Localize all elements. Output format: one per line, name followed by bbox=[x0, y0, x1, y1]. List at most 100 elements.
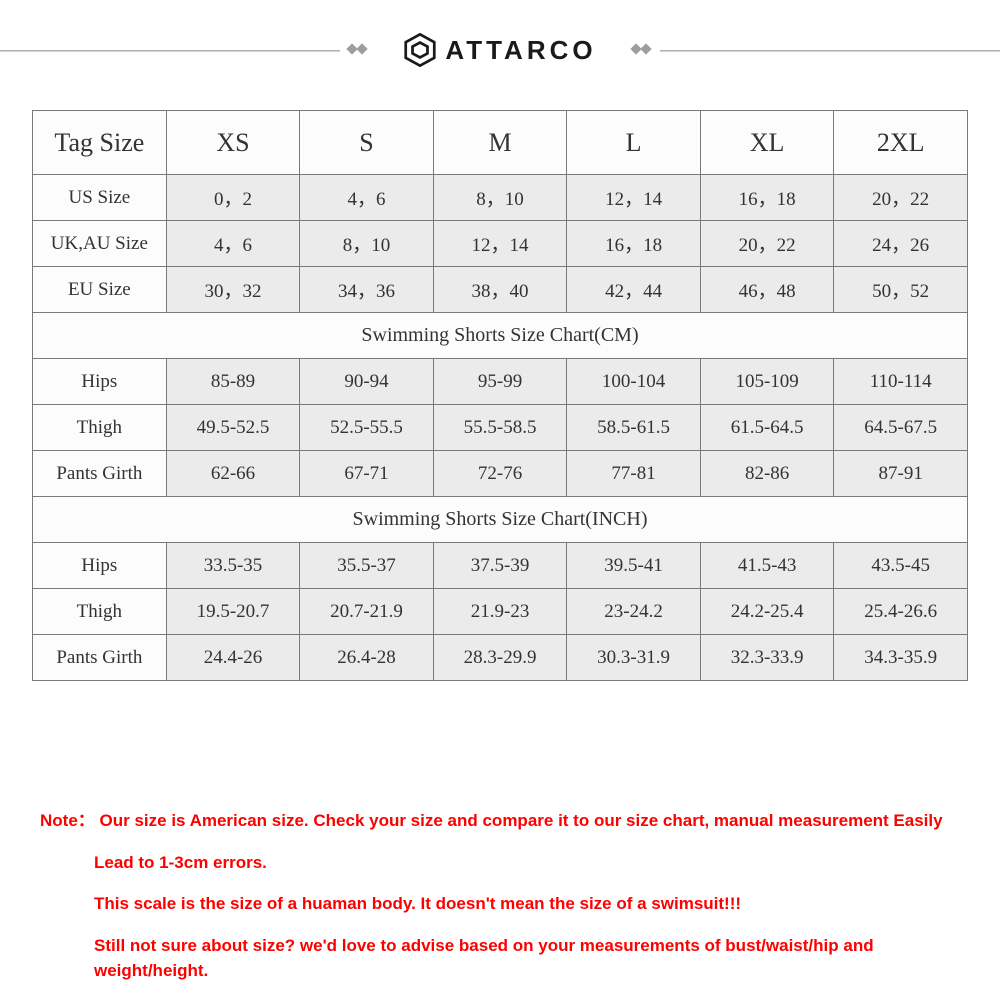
cell: 90-94 bbox=[300, 359, 434, 405]
row-label: Pants Girth bbox=[33, 635, 167, 681]
cell: 8，10 bbox=[300, 221, 434, 267]
col-s: S bbox=[300, 111, 434, 175]
cell: 32.3-33.9 bbox=[700, 635, 834, 681]
row-label: Hips bbox=[33, 359, 167, 405]
divider-left bbox=[0, 50, 340, 52]
row-pantsgirth-cm: Pants Girth 62-66 67-71 72-76 77-81 82-8… bbox=[33, 451, 968, 497]
cell: 0，2 bbox=[166, 175, 300, 221]
col-xs: XS bbox=[166, 111, 300, 175]
cell: 41.5-43 bbox=[700, 543, 834, 589]
cell: 21.9-23 bbox=[433, 589, 567, 635]
cell: 105-109 bbox=[700, 359, 834, 405]
brand-header: ATTARCO bbox=[0, 0, 1000, 100]
note-line-1: Note： Our size is American size. Check y… bbox=[40, 808, 970, 834]
row-hips-cm: Hips 85-89 90-94 95-99 100-104 105-109 1… bbox=[33, 359, 968, 405]
notes-block: Note： Our size is American size. Check y… bbox=[40, 808, 970, 1000]
cell: 87-91 bbox=[834, 451, 968, 497]
cell: 8，10 bbox=[433, 175, 567, 221]
cell: 82-86 bbox=[700, 451, 834, 497]
cell: 26.4-28 bbox=[300, 635, 434, 681]
cell: 62-66 bbox=[166, 451, 300, 497]
cell: 28.3-29.9 bbox=[433, 635, 567, 681]
row-label: Pants Girth bbox=[33, 451, 167, 497]
row-hips-inch: Hips 33.5-35 35.5-37 37.5-39 39.5-41 41.… bbox=[33, 543, 968, 589]
cell: 42，44 bbox=[567, 267, 701, 313]
row-label: EU Size bbox=[33, 267, 167, 313]
cell: 35.5-37 bbox=[300, 543, 434, 589]
cell: 20，22 bbox=[834, 175, 968, 221]
cell: 64.5-67.5 bbox=[834, 405, 968, 451]
ornament-right-icon bbox=[632, 45, 652, 55]
cell: 16，18 bbox=[700, 175, 834, 221]
col-l: L bbox=[567, 111, 701, 175]
cell: 46，48 bbox=[700, 267, 834, 313]
note-line-1b: Lead to 1-3cm errors. bbox=[40, 850, 970, 876]
cell: 34.3-35.9 bbox=[834, 635, 968, 681]
cell: 20.7-21.9 bbox=[300, 589, 434, 635]
size-chart-container: Tag Size XS S M L XL 2XL US Size 0，2 4，6… bbox=[0, 100, 1000, 689]
cell: 19.5-20.7 bbox=[166, 589, 300, 635]
cell: 72-76 bbox=[433, 451, 567, 497]
cell: 50，52 bbox=[834, 267, 968, 313]
page: ATTARCO Tag Size XS S M L XL 2XL US Size… bbox=[0, 0, 1000, 1000]
cell: 77-81 bbox=[567, 451, 701, 497]
section-cm: Swimming Shorts Size Chart(CM) bbox=[33, 313, 968, 359]
cell: 85-89 bbox=[166, 359, 300, 405]
cell: 30.3-31.9 bbox=[567, 635, 701, 681]
cell: 100-104 bbox=[567, 359, 701, 405]
cell: 61.5-64.5 bbox=[700, 405, 834, 451]
cell: 37.5-39 bbox=[433, 543, 567, 589]
cell: 55.5-58.5 bbox=[433, 405, 567, 451]
cell: 39.5-41 bbox=[567, 543, 701, 589]
brand-logo: ATTARCO bbox=[403, 33, 596, 67]
row-label: Thigh bbox=[33, 405, 167, 451]
cell: 43.5-45 bbox=[834, 543, 968, 589]
cell: 34，36 bbox=[300, 267, 434, 313]
cell: 110-114 bbox=[834, 359, 968, 405]
size-chart-table: Tag Size XS S M L XL 2XL US Size 0，2 4，6… bbox=[32, 110, 968, 681]
row-label: UK,AU Size bbox=[33, 221, 167, 267]
divider-right bbox=[660, 50, 1000, 52]
ornament-left-icon bbox=[348, 45, 368, 55]
logo-icon bbox=[403, 33, 437, 67]
note-line-2: This scale is the size of a huaman body.… bbox=[40, 891, 970, 917]
note-line-3: Still not sure about size? we'd love to … bbox=[40, 933, 970, 984]
cell: 52.5-55.5 bbox=[300, 405, 434, 451]
section-title-cm: Swimming Shorts Size Chart(CM) bbox=[33, 313, 968, 359]
table-header-row: Tag Size XS S M L XL 2XL bbox=[33, 111, 968, 175]
col-m: M bbox=[433, 111, 567, 175]
row-label: Thigh bbox=[33, 589, 167, 635]
cell: 33.5-35 bbox=[166, 543, 300, 589]
cell: 30，32 bbox=[166, 267, 300, 313]
cell: 95-99 bbox=[433, 359, 567, 405]
row-pantsgirth-inch: Pants Girth 24.4-26 26.4-28 28.3-29.9 30… bbox=[33, 635, 968, 681]
row-label: US Size bbox=[33, 175, 167, 221]
row-eu-size: EU Size 30，32 34，36 38，40 42，44 46，48 50… bbox=[33, 267, 968, 313]
cell: 24.4-26 bbox=[166, 635, 300, 681]
cell: 49.5-52.5 bbox=[166, 405, 300, 451]
row-ukau-size: UK,AU Size 4，6 8，10 12，14 16，18 20，22 24… bbox=[33, 221, 968, 267]
cell: 67-71 bbox=[300, 451, 434, 497]
cell: 4，6 bbox=[300, 175, 434, 221]
cell: 25.4-26.6 bbox=[834, 589, 968, 635]
brand-name: ATTARCO bbox=[445, 35, 596, 66]
section-inch: Swimming Shorts Size Chart(INCH) bbox=[33, 497, 968, 543]
row-thigh-cm: Thigh 49.5-52.5 52.5-55.5 55.5-58.5 58.5… bbox=[33, 405, 968, 451]
col-tag-size: Tag Size bbox=[33, 111, 167, 175]
col-xl: XL bbox=[700, 111, 834, 175]
cell: 24.2-25.4 bbox=[700, 589, 834, 635]
cell: 38，40 bbox=[433, 267, 567, 313]
row-us-size: US Size 0，2 4，6 8，10 12，14 16，18 20，22 bbox=[33, 175, 968, 221]
cell: 12，14 bbox=[433, 221, 567, 267]
note-text: Our size is American size. Check your si… bbox=[100, 811, 943, 830]
cell: 20，22 bbox=[700, 221, 834, 267]
cell: 24，26 bbox=[834, 221, 968, 267]
note-label: Note： bbox=[40, 811, 95, 830]
cell: 4，6 bbox=[166, 221, 300, 267]
col-2xl: 2XL bbox=[834, 111, 968, 175]
section-title-inch: Swimming Shorts Size Chart(INCH) bbox=[33, 497, 968, 543]
cell: 12，14 bbox=[567, 175, 701, 221]
cell: 16，18 bbox=[567, 221, 701, 267]
cell: 58.5-61.5 bbox=[567, 405, 701, 451]
row-label: Hips bbox=[33, 543, 167, 589]
